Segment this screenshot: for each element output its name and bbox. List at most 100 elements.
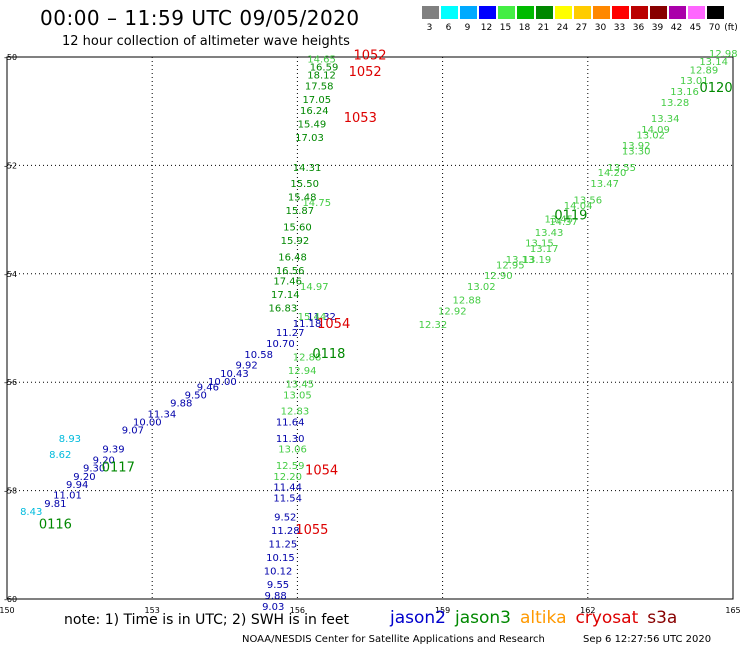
- legend-label: 42: [670, 23, 683, 33]
- wave-height-point: 12.20: [273, 472, 302, 483]
- legend-label: 45: [689, 23, 702, 33]
- wave-height-point: 12.59: [276, 461, 305, 472]
- legend-label: 39: [651, 23, 664, 33]
- time-annotation: 0116: [39, 518, 72, 533]
- time-annotation: 1054: [305, 463, 338, 478]
- time-annotation: 0117: [102, 461, 135, 476]
- wave-height-point: 9.03: [262, 602, 284, 613]
- wave-height-point: 13.02: [467, 282, 496, 293]
- wave-height-point: 11.32: [307, 312, 336, 323]
- wave-height-point: 10.43: [220, 369, 249, 380]
- legend-label: 21: [537, 23, 550, 33]
- wave-height-point: 9.88: [170, 399, 192, 410]
- wave-height-point: 15.92: [281, 236, 310, 247]
- x-tick-label: 150: [0, 606, 15, 615]
- wave-height-point: 13.02: [636, 130, 665, 141]
- wave-height-point: 14.75: [302, 198, 331, 209]
- wave-height-point: 9.07: [122, 426, 144, 437]
- legend-swatch: [479, 6, 496, 19]
- wave-height-point: 13.17: [530, 244, 559, 255]
- time-annotation: 0120: [700, 81, 733, 96]
- wave-height-point: 12.92: [438, 306, 467, 317]
- wave-height-point: 11.34: [148, 409, 177, 420]
- legend-label: 36: [632, 23, 645, 33]
- wave-height-point: 9.20: [73, 472, 95, 483]
- wave-height-point: 10.00: [133, 418, 162, 429]
- satellite-name: altika: [520, 608, 567, 628]
- y-tick-label: -60: [4, 595, 17, 604]
- x-tick-label: 165: [725, 606, 740, 615]
- legend-label: 12: [480, 23, 493, 33]
- wave-height-point: 12.94: [288, 366, 317, 377]
- time-annotation: 1055: [295, 523, 328, 538]
- wave-height-point: 12.98: [709, 49, 738, 60]
- wave-height-point: 17.46: [273, 277, 302, 288]
- wave-height-point: 11.30: [276, 434, 305, 445]
- wave-height-point: 15.48: [288, 193, 317, 204]
- time-annotation: 1053: [344, 111, 377, 126]
- y-tick-label: -50: [4, 53, 17, 62]
- time-annotation: 1052: [349, 65, 382, 80]
- wave-height-point: 9.52: [274, 512, 296, 523]
- wave-height-point: 17.58: [305, 82, 334, 93]
- wave-height-point: 15.87: [285, 206, 314, 217]
- legend-label: 24: [556, 23, 569, 33]
- wave-height-point: 13.43: [535, 228, 564, 239]
- wave-height-point: 14.37: [549, 217, 578, 228]
- wave-height-point: 16.24: [300, 106, 329, 117]
- y-tick-label: -58: [4, 487, 17, 496]
- note-text: note: 1) Time is in UTC; 2) SWH is in fe…: [64, 612, 350, 628]
- plot-frame: [6, 56, 734, 600]
- wave-height-point: 12.89: [690, 65, 719, 76]
- legend-swatch: [441, 6, 458, 19]
- wave-height-point: 11.27: [276, 328, 305, 339]
- satellite-name: cryosat: [575, 608, 639, 628]
- wave-height-point: 9.20: [93, 456, 115, 467]
- y-tick-label: -52: [4, 161, 17, 170]
- wave-height-point: 17.03: [295, 133, 324, 144]
- wave-height-point: 13.55: [607, 163, 636, 174]
- wave-height-point: 14.04: [564, 201, 593, 212]
- x-tick-label: 153: [145, 606, 160, 615]
- wave-height-point: 13.47: [590, 179, 619, 190]
- legend-label: 6: [445, 23, 452, 33]
- legend-swatch: [612, 6, 629, 19]
- chart-title: 00:00 – 11:59 UTC 09/05/2020: [40, 6, 360, 30]
- wave-height-point: 14.09: [641, 125, 670, 136]
- wave-height-point: 13.05: [283, 390, 312, 401]
- wave-height-point: 11.18: [293, 319, 322, 330]
- wave-height-point: 13.56: [573, 195, 602, 206]
- legend-swatch: [555, 6, 572, 19]
- wave-height-point: 13.16: [670, 87, 699, 98]
- legend-label: 15: [499, 23, 512, 33]
- wave-height-point: 17.05: [302, 95, 331, 106]
- wave-height-point: 16.83: [269, 304, 298, 315]
- legend-label: 18: [518, 23, 531, 33]
- legend-swatch: [460, 6, 477, 19]
- wave-height-point: 10.15: [266, 553, 295, 564]
- legend-swatch: [498, 6, 515, 19]
- wave-height-point: 12.95: [496, 260, 525, 271]
- wave-height-point: 13.34: [651, 114, 680, 125]
- wave-height-point: 10.58: [244, 350, 273, 361]
- wave-height-point: 15.44: [298, 312, 327, 323]
- time-annotation: 0119: [554, 209, 587, 224]
- wave-height-point: 9.39: [102, 445, 124, 456]
- wave-height-point: 13.45: [285, 380, 314, 391]
- satellite-name: jason2: [390, 608, 446, 628]
- wave-height-point: 12.88: [452, 296, 481, 307]
- legend-label: 3: [426, 23, 433, 33]
- wave-height-point: 14.97: [300, 282, 329, 293]
- wave-height-point: 13.14: [699, 57, 728, 68]
- y-tick-label: -56: [4, 378, 17, 387]
- wave-height-point: 11.01: [53, 491, 82, 502]
- time-annotation: 1052: [353, 49, 386, 64]
- wave-height-point: 13.15: [525, 239, 554, 250]
- wave-height-point: 14.65: [307, 54, 336, 65]
- wave-height-point: 8.43: [20, 507, 42, 518]
- wave-height-point: 8.62: [49, 450, 71, 461]
- satellite-name: jason3: [455, 608, 511, 628]
- legend-swatch: [574, 6, 591, 19]
- wave-height-point: 15.60: [283, 222, 312, 233]
